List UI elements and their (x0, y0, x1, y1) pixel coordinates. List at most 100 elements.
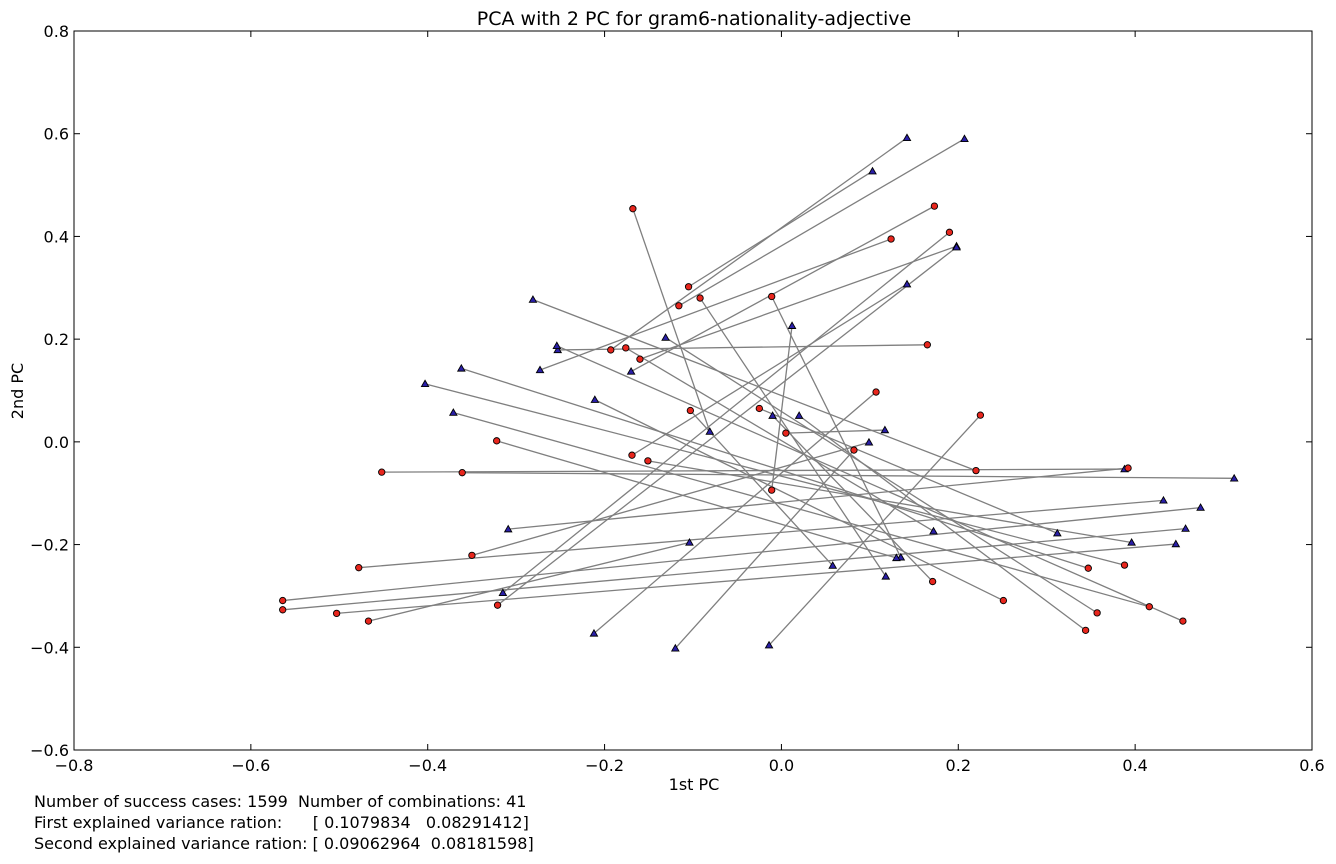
x-tick-label: −0.4 (408, 756, 447, 775)
circle-point (696, 294, 704, 302)
circle-point (686, 406, 694, 415)
circle-point (355, 564, 363, 572)
pair-line (368, 541, 690, 622)
triangle-point (960, 134, 969, 143)
data-markers (279, 133, 1239, 652)
circle-point (1084, 564, 1092, 572)
pair-line (462, 472, 1235, 479)
circle-point (755, 404, 763, 413)
triangle-point (626, 366, 636, 375)
triangle-point (503, 524, 513, 533)
y-tick-label: 0.4 (44, 227, 69, 246)
footer-first-variance: First explained variance ration: [ 0.107… (34, 813, 529, 832)
triangle-point (553, 345, 563, 354)
circle-point (644, 457, 652, 465)
circle-point (1081, 626, 1090, 634)
triangle-point (880, 425, 890, 434)
pair-line (610, 137, 908, 351)
circle-point (622, 344, 630, 352)
footer-second-variance: Second explained variance ration: [ 0.09… (34, 834, 534, 853)
pair-line (798, 415, 1087, 631)
circle-point (972, 466, 980, 475)
triangle-point (670, 643, 680, 652)
pair-line (639, 245, 957, 360)
pair-line (632, 208, 711, 432)
pair-line (532, 298, 977, 472)
circle-point (850, 446, 858, 454)
pair-line (471, 441, 870, 556)
triangle-point (448, 408, 458, 416)
triangle-point (705, 427, 715, 435)
pair-line (358, 499, 1164, 569)
circle-point (872, 388, 880, 396)
triangle-point (768, 411, 777, 419)
pair-line (282, 506, 1201, 602)
pair-line (497, 246, 957, 606)
y-tick-label: 0.0 (44, 433, 69, 452)
chart-title: PCA with 2 PC for gram6-nationality-adje… (477, 8, 911, 30)
circle-point (887, 235, 895, 243)
circle-point (493, 601, 502, 609)
circle-point (1120, 561, 1129, 569)
triangle-point (868, 166, 877, 175)
circle-point (1124, 464, 1132, 472)
y-tick-label: 0.8 (44, 22, 69, 41)
circle-point (1179, 617, 1187, 625)
triangle-point (498, 588, 508, 596)
triangle-point (1127, 538, 1136, 546)
circle-point (458, 469, 466, 477)
x-tick-label: −0.2 (585, 756, 624, 775)
circle-point (607, 346, 615, 354)
triangle-point (1181, 524, 1190, 532)
pair-line (593, 391, 877, 634)
pair-line (674, 449, 855, 649)
y-tick-label: −0.6 (30, 741, 69, 760)
circle-point (768, 486, 776, 494)
circle-point (684, 283, 693, 291)
triangle-point (1159, 495, 1168, 504)
triangle-point (661, 333, 670, 341)
pair-line (631, 283, 908, 456)
y-tick-label: 0.2 (44, 330, 69, 349)
x-tick-label: 0.6 (1299, 756, 1324, 775)
y-tick-label: −0.4 (30, 638, 69, 657)
pca-scatter-chart: PCA with 2 PC for gram6-nationality-adje… (8, 8, 1325, 790)
x-axis-label: 1st PC (669, 775, 720, 790)
pair-line (508, 467, 1129, 530)
pair-line (678, 138, 965, 307)
circle-point (782, 429, 790, 437)
circle-point (930, 202, 939, 210)
pair-line (539, 238, 892, 371)
pair-line (772, 415, 934, 582)
x-tick-label: −0.8 (55, 756, 94, 775)
x-axis-ticks: −0.8 −0.6 −0.4 −0.2 0.0 0.2 0.4 0.6 (55, 31, 1325, 775)
pair-line (453, 411, 1150, 608)
triangle-point (902, 279, 912, 288)
y-axis-ticks: −0.6 −0.4 −0.2 0.0 0.2 0.4 0.6 0.8 (30, 22, 1312, 760)
triangle-point (764, 640, 774, 649)
triangle-point (952, 242, 961, 251)
triangle-point (1052, 528, 1062, 537)
pair-line (381, 468, 1125, 473)
triangle-point (1171, 539, 1181, 548)
circle-point (468, 551, 476, 560)
circle-point (768, 292, 776, 301)
circle-point (1145, 603, 1153, 611)
x-tick-label: 0.0 (769, 756, 794, 775)
y-tick-label: 0.6 (44, 125, 69, 144)
triangle-point (528, 295, 538, 303)
pair-line (282, 528, 1186, 611)
triangle-point (864, 437, 874, 446)
circle-point (636, 355, 644, 363)
x-tick-label: 0.4 (1122, 756, 1147, 775)
pair-line (336, 543, 1176, 615)
circle-point (999, 596, 1008, 605)
triangle-point (902, 133, 912, 141)
pair-line (461, 367, 1089, 569)
circle-point (945, 228, 954, 236)
triangle-point (892, 553, 901, 562)
pair-line (557, 344, 928, 351)
footer-success-combinations: Number of success cases: 1599 Number of … (34, 792, 527, 811)
triangle-point (590, 395, 600, 403)
x-tick-label: −0.6 (231, 756, 270, 775)
